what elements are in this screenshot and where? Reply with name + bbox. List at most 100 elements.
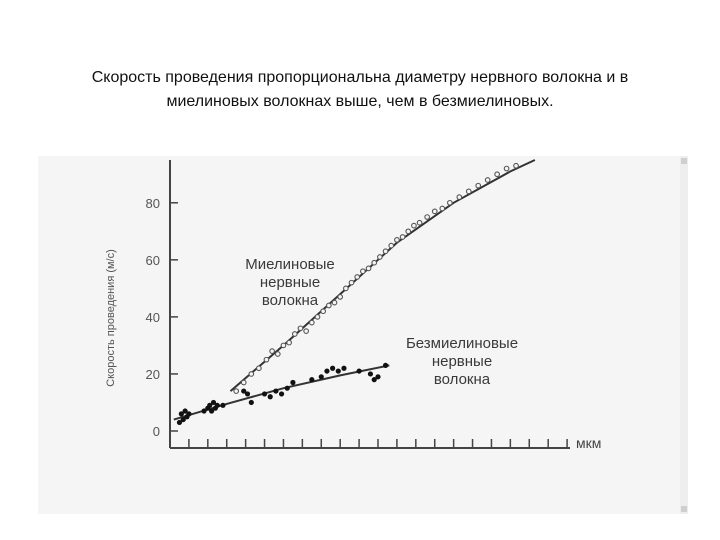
myelinated-point (365, 265, 372, 272)
unmyelinated-point (176, 419, 183, 426)
myelinated-point (233, 388, 240, 394)
myelinated-point (494, 171, 500, 178)
y-tick-label: 40 (146, 310, 160, 325)
myelinated-point (503, 165, 510, 172)
unmyelinated-point (207, 402, 213, 408)
myelinated-point (314, 314, 321, 320)
unmyelinated-point (241, 388, 247, 394)
series-label-line: нервные (432, 353, 492, 370)
unmyelinated-point (382, 362, 389, 368)
y-tick-label: 80 (146, 196, 160, 211)
unmyelinated-point (261, 391, 268, 397)
myelinated-point (377, 254, 383, 260)
myelinated-point (405, 228, 412, 235)
myelinated-point (348, 279, 355, 286)
data-points (176, 162, 519, 426)
unmyelinated-point (367, 371, 374, 377)
unmyelinated-point (248, 399, 254, 406)
unmyelinated-point (244, 391, 251, 397)
myelinated-point (248, 371, 255, 377)
myelinated-point (325, 302, 332, 309)
y-tick-label: 0 (153, 424, 160, 439)
myelinated-point (465, 188, 472, 195)
myelinated-point (416, 219, 423, 226)
chart-panel: 0 20 40 60 80 мкм Скорость проведения (м/с) Ми… (38, 156, 688, 514)
unmyelinated-point (309, 377, 315, 383)
myelinated-point (297, 325, 304, 332)
myelinated-point (394, 237, 400, 243)
unmyelinated-point (278, 391, 285, 397)
myelinated-point (447, 199, 453, 206)
axes (169, 160, 570, 449)
unmyelinated-point (324, 368, 330, 374)
unmyelinated-point (356, 368, 362, 374)
myelinated-point (424, 214, 431, 220)
myelinated-point (308, 319, 315, 326)
unmyelinated-point (201, 408, 207, 414)
unmyelinated-point (375, 374, 381, 380)
myelinated-point (513, 162, 519, 169)
unmyelinated-point (180, 416, 186, 423)
unmyelinated-point (214, 402, 220, 408)
y-axis-label: Скорость проведения (м/с) (105, 249, 117, 387)
ticks: 0 20 40 60 80 (146, 196, 568, 448)
myelinated-point (269, 348, 275, 354)
series-label-2: Безмиелиновые нервные волокна (406, 335, 518, 388)
slide-title-line-1: Скорость проведения пропорциональна диам… (91, 69, 629, 86)
myelinated-point (371, 259, 378, 266)
unmyelinated-point (182, 408, 188, 414)
myelinated-point (303, 328, 309, 335)
myelinated-point (320, 308, 327, 315)
myelinated-point (456, 194, 463, 200)
series-label-1: Миелиновые нервные волокна (245, 256, 335, 309)
unmyelinated-point (371, 377, 377, 383)
scroll-down-arrow-icon[interactable] (681, 506, 687, 512)
unmyelinated-point (284, 385, 290, 391)
myelinated-point (280, 342, 287, 349)
myelinated-point (360, 268, 366, 275)
slide-title-line-2: миелиновых волокнах выше, чем в безмиели… (166, 93, 554, 110)
myelinated-point (354, 274, 361, 280)
vertical-scrollbar[interactable] (680, 156, 688, 514)
series-label-line: волокна (262, 292, 319, 309)
myelinated-point (411, 222, 417, 229)
slide-title: Скорость проведения пропорциональна диам… (20, 66, 700, 114)
unmyelinated-point (267, 394, 273, 400)
myelinated-point (382, 248, 389, 255)
x-axis-label: мкм (576, 435, 601, 451)
myelinated-point (439, 205, 446, 212)
myelinated-point (331, 299, 338, 306)
unmyelinated-point (178, 411, 184, 417)
myelinated-point (399, 234, 406, 240)
myelinated-point (337, 294, 344, 300)
unmyelinated-point (318, 374, 324, 380)
myelinated-point (256, 365, 262, 372)
unmyelinated-point (330, 365, 336, 371)
unmyelinated-point (290, 379, 296, 386)
scroll-up-arrow-icon[interactable] (681, 158, 687, 164)
series-label-line: Миелиновые (245, 256, 335, 273)
myelinated-point (475, 182, 482, 189)
series-label-line: волокна (434, 371, 491, 388)
y-tick-label: 60 (146, 253, 160, 268)
unmyelinated-point (341, 365, 347, 371)
unmyelinated-point (335, 368, 341, 374)
myelinated-point (291, 331, 298, 337)
unmyelinated-point (210, 399, 217, 406)
unmyelinated-point (273, 388, 279, 394)
conduction-velocity-chart: 0 20 40 60 80 мкм Скорость проведения (м/с) Ми… (105, 159, 601, 451)
unmyelinated-point (220, 402, 226, 408)
y-tick-label: 20 (146, 367, 160, 382)
myelinated-point (240, 379, 247, 386)
unmyelinated-point (186, 411, 192, 417)
series-label-line: нервные (260, 274, 320, 291)
myelinated-point (388, 242, 395, 249)
myelinated-point (431, 208, 438, 215)
unmyelinated-point (209, 408, 215, 414)
myelinated-point (286, 339, 292, 346)
series-label-line: Безмиелиновые (406, 335, 518, 352)
myelinated-point (263, 356, 270, 363)
myelinated-point (343, 285, 349, 292)
myelinated-point (484, 177, 491, 183)
